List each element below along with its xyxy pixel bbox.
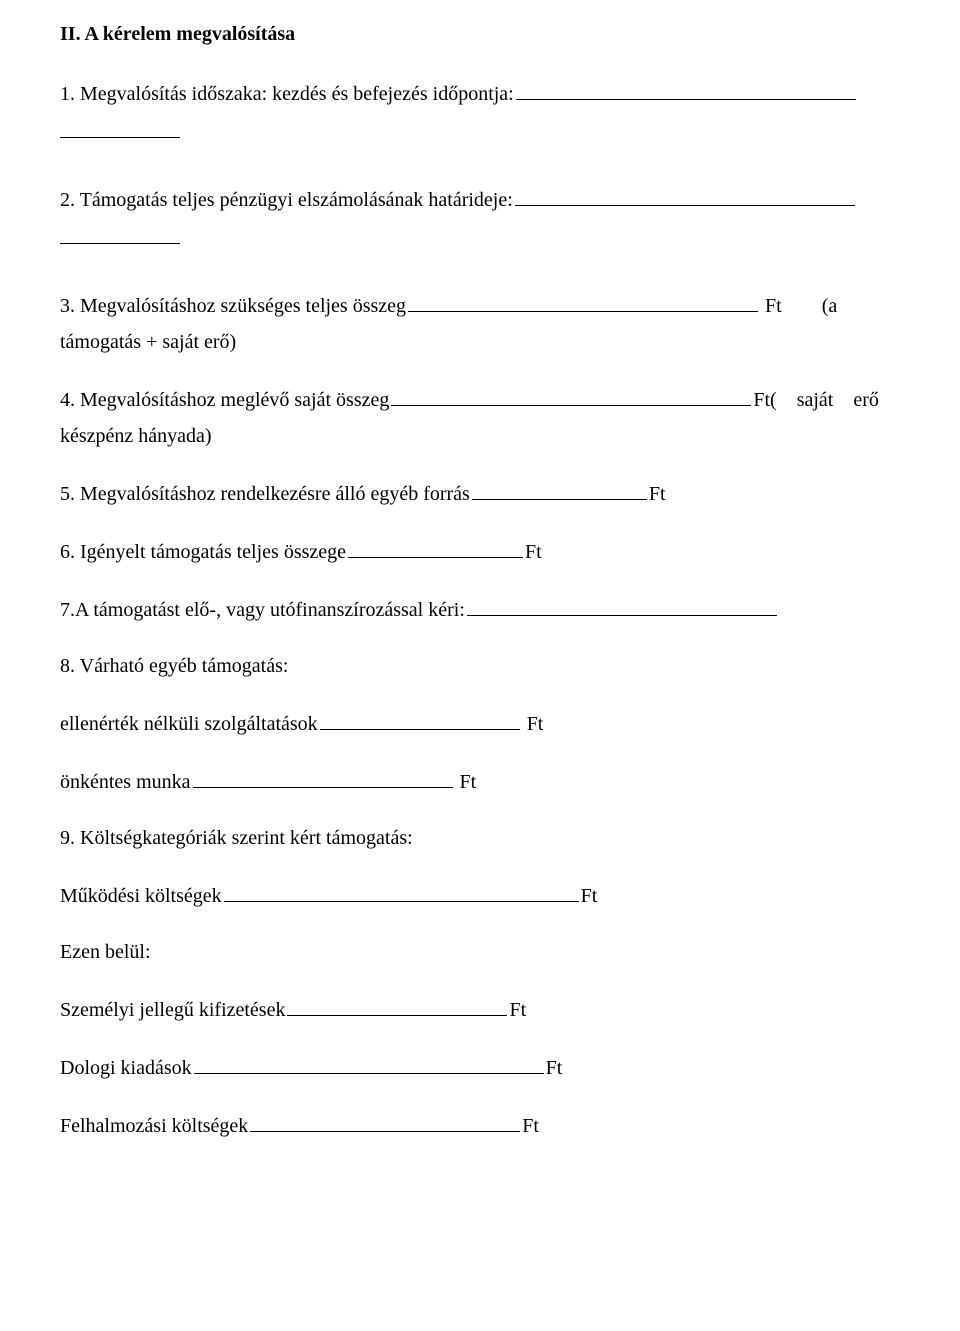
item-7-label: 7.A támogatást elő-, vagy utófinanszíroz…: [60, 596, 465, 624]
item-6-label: 6. Igényelt támogatás teljes összege: [60, 538, 346, 566]
item-7-line: 7.A támogatást elő-, vagy utófinanszíroz…: [60, 594, 880, 624]
item-3-sub: támogatás + saját erő): [60, 328, 880, 356]
item-2-continuation: [60, 222, 880, 262]
item-9d-ft: Ft: [522, 1112, 539, 1140]
item-2-cont-blank[interactable]: [60, 222, 180, 244]
ezen-belul: Ezen belül:: [60, 938, 880, 966]
item-8b-trail: Ft: [455, 768, 477, 796]
item-1-continuation: [60, 116, 880, 156]
item-3-label: 3. Megvalósításhoz szükséges teljes össz…: [60, 292, 406, 320]
item-4-sub: készpénz hányada): [60, 422, 880, 450]
item-8a-label: ellenérték nélküli szolgáltatások: [60, 710, 318, 738]
item-9a-ft: Ft: [581, 882, 598, 910]
item-4-line: 4. Megvalósításhoz meglévő saját összeg …: [60, 384, 880, 414]
item-7-blank[interactable]: [467, 594, 777, 616]
item-9d-line: Felhalmozási költségek Ft: [60, 1110, 880, 1140]
item-9c-ft: Ft: [546, 1054, 563, 1082]
item-5-blank[interactable]: [472, 478, 647, 500]
item-8a-blank[interactable]: [320, 708, 520, 730]
item-1-text: 1. Megvalósítás időszaka: kezdés és befe…: [60, 80, 514, 108]
item-9c-label: Dologi kiadások: [60, 1054, 192, 1082]
item-9b-label: Személyi jellegű kifizetések: [60, 996, 285, 1024]
item-4-label: 4. Megvalósításhoz meglévő saját összeg: [60, 386, 389, 414]
item-8a-line: ellenérték nélküli szolgáltatások Ft: [60, 708, 880, 738]
item-8b-blank[interactable]: [193, 766, 453, 788]
item-9a-label: Működési költségek: [60, 882, 222, 910]
item-2-text: 2. Támogatás teljes pénzügyi elszámolásá…: [60, 186, 513, 214]
item-2-line: 2. Támogatás teljes pénzügyi elszámolásá…: [60, 184, 880, 214]
item-9b-blank[interactable]: [287, 994, 507, 1016]
item-9a-blank[interactable]: [224, 880, 579, 902]
section-heading: II. A kérelem megvalósítása: [60, 20, 880, 48]
item-9c-blank[interactable]: [194, 1052, 544, 1074]
item-3-trail: Ft (a: [760, 292, 837, 320]
item-9c-line: Dologi kiadások Ft: [60, 1052, 880, 1082]
item-9d-blank[interactable]: [250, 1110, 520, 1132]
item-1-line: 1. Megvalósítás időszaka: kezdés és befe…: [60, 78, 880, 108]
item-6-line: 6. Igényelt támogatás teljes összege Ft: [60, 536, 880, 566]
item-6-blank[interactable]: [348, 536, 523, 558]
item-1-cont-blank[interactable]: [60, 116, 180, 138]
item-5-line: 5. Megvalósításhoz rendelkezésre álló eg…: [60, 478, 880, 508]
item-4-blank[interactable]: [391, 384, 751, 406]
item-6-ft: Ft: [525, 538, 542, 566]
item-8-heading: 8. Várható egyéb támogatás:: [60, 652, 880, 680]
item-5-ft: Ft: [649, 480, 666, 508]
item-9b-line: Személyi jellegű kifizetések Ft: [60, 994, 880, 1024]
item-8a-trail: Ft: [522, 710, 544, 738]
item-5-label: 5. Megvalósításhoz rendelkezésre álló eg…: [60, 480, 470, 508]
item-9b-ft: Ft: [509, 996, 526, 1024]
item-2-blank[interactable]: [515, 184, 855, 206]
item-8b-line: önkéntes munka Ft: [60, 766, 880, 796]
item-8b-label: önkéntes munka: [60, 768, 191, 796]
item-3-line: 3. Megvalósításhoz szükséges teljes össz…: [60, 290, 880, 320]
item-9d-label: Felhalmozási költségek: [60, 1112, 248, 1140]
item-3-blank[interactable]: [408, 290, 758, 312]
item-9a-line: Működési költségek Ft: [60, 880, 880, 910]
item-9-heading: 9. Költségkategóriák szerint kért támoga…: [60, 824, 880, 852]
item-1-blank[interactable]: [516, 78, 856, 100]
item-4-trail: Ft( saját erő: [753, 386, 879, 414]
